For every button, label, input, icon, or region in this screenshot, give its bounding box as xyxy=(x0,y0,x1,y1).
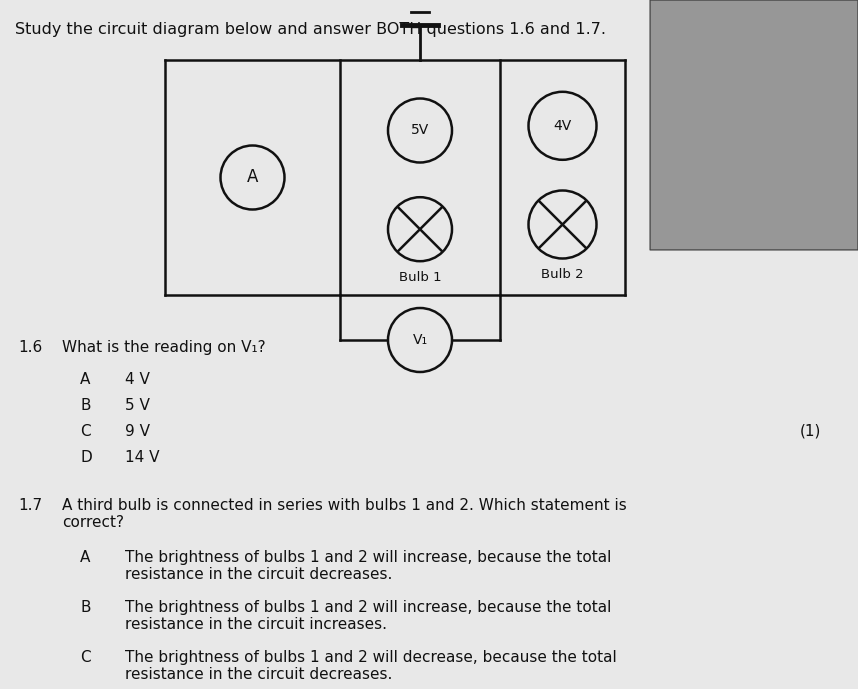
Text: 5 V: 5 V xyxy=(125,398,150,413)
Text: Bulb 2: Bulb 2 xyxy=(541,269,583,282)
Text: B: B xyxy=(80,398,90,413)
Circle shape xyxy=(388,197,452,261)
Text: A: A xyxy=(80,550,90,565)
Text: A: A xyxy=(80,372,90,387)
Text: The brightness of bulbs 1 and 2 will increase, because the total
resistance in t: The brightness of bulbs 1 and 2 will inc… xyxy=(125,550,612,582)
Text: C: C xyxy=(80,650,91,665)
Text: 4 V: 4 V xyxy=(125,372,150,387)
Text: V₁: V₁ xyxy=(413,333,427,347)
FancyBboxPatch shape xyxy=(650,0,858,250)
Text: 14 V: 14 V xyxy=(125,450,160,465)
Circle shape xyxy=(388,99,452,163)
Text: D: D xyxy=(80,450,92,465)
Text: C: C xyxy=(80,424,91,439)
Text: What is the reading on V₁?: What is the reading on V₁? xyxy=(62,340,266,355)
Text: The brightness of bulbs 1 and 2 will increase, because the total
resistance in t: The brightness of bulbs 1 and 2 will inc… xyxy=(125,600,612,633)
Text: 9 V: 9 V xyxy=(125,424,150,439)
Circle shape xyxy=(529,92,596,160)
Text: A: A xyxy=(247,169,258,187)
Text: A third bulb is connected in series with bulbs 1 and 2. Which statement is
corre: A third bulb is connected in series with… xyxy=(62,498,626,531)
Text: Study the circuit diagram below and answer BOTH questions 1.6 and 1.7.: Study the circuit diagram below and answ… xyxy=(15,22,606,37)
Circle shape xyxy=(529,190,596,258)
Text: (1): (1) xyxy=(800,424,821,439)
Text: 1.7: 1.7 xyxy=(18,498,42,513)
Text: 1.6: 1.6 xyxy=(18,340,42,355)
Text: 5V: 5V xyxy=(411,123,429,138)
Circle shape xyxy=(221,145,285,209)
Text: The brightness of bulbs 1 and 2 will decrease, because the total
resistance in t: The brightness of bulbs 1 and 2 will dec… xyxy=(125,650,617,682)
Text: Bulb 1: Bulb 1 xyxy=(399,271,441,284)
Circle shape xyxy=(388,308,452,372)
Text: 4V: 4V xyxy=(553,119,571,133)
Text: B: B xyxy=(80,600,90,615)
